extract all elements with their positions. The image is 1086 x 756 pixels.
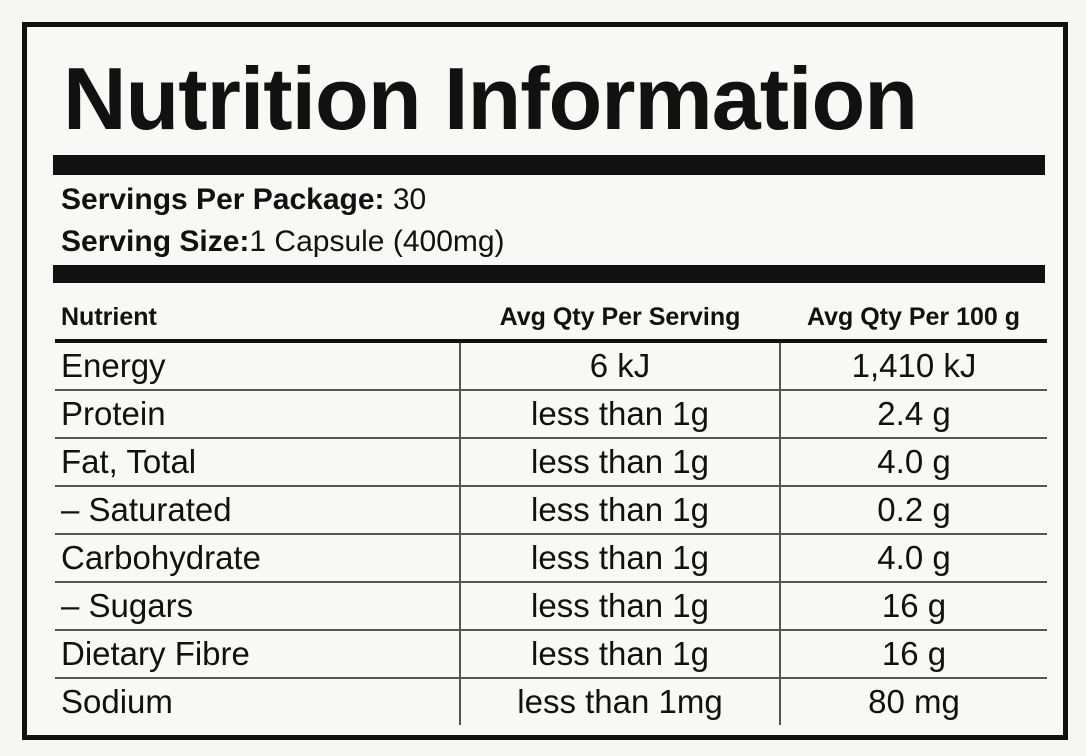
divider-bar	[53, 265, 1045, 283]
serving-size-value: 1 Capsule (400mg)	[249, 225, 505, 258]
table-cell: less than 1g	[459, 389, 780, 438]
table-cell: 0.2 g	[779, 485, 1047, 534]
servings-value: 30	[392, 183, 427, 216]
table-row: Dietary Fibre less than 1g 16 g	[55, 629, 1047, 678]
table-cell: 2.4 g	[779, 389, 1047, 438]
table-cell: 16 g	[779, 629, 1047, 678]
table-row: – Saturated less than 1g 0.2 g	[55, 485, 1047, 534]
table-cell: less than 1g	[459, 629, 780, 678]
table-cell: less than 1g	[459, 581, 780, 630]
table-cell: 16 g	[779, 581, 1047, 630]
table-cell: 4.0 g	[779, 437, 1047, 486]
serving-size-label: Serving Size:	[61, 225, 250, 258]
title: Nutrition Information	[63, 49, 918, 148]
table-cell: Dietary Fibre	[55, 629, 460, 678]
table-row: Fat, Total less than 1g 4.0 g	[55, 437, 1047, 486]
nutrition-table: Nutrient Avg Qty Per Serving Avg Qty Per 1…	[55, 295, 1047, 725]
table-cell: Energy	[61, 347, 166, 384]
table-cell: Carbohydrate	[55, 533, 460, 582]
table-cell: Sodium	[55, 677, 460, 725]
table-row: – Sugars less than 1g 16 g	[55, 581, 1047, 630]
table-cell: less than 1g	[459, 533, 780, 582]
serving-size-line: Serving Size:1 Capsule (400mg)	[61, 227, 505, 257]
servings-line: Servings Per Package: 30	[61, 185, 426, 215]
table-row: Sodium less than 1mg 80 mg	[55, 677, 1047, 725]
table-cell: 6 kJ	[459, 341, 780, 390]
divider-bar	[53, 155, 1045, 175]
table-cell: 1,410 kJ	[779, 341, 1047, 390]
table-cell: – Sugars	[55, 581, 460, 630]
table-row: Carbohydrate less than 1g 4.0 g	[55, 533, 1047, 582]
nutrition-label: Nutrition Information Servings Per Packa…	[22, 22, 1068, 740]
table-cell: Protein	[55, 389, 460, 438]
table-cell: 4.0 g	[779, 533, 1047, 582]
table-cell: less than 1g	[459, 437, 780, 486]
column-header: Avg Qty Per Serving	[460, 295, 780, 343]
table-cell: Fat, Total	[55, 437, 460, 486]
table-row: Energy 6 kJ 1,410 kJ	[55, 341, 1047, 390]
table-cell: less than 1g	[459, 485, 780, 534]
table-row: Protein less than 1g 2.4 g	[55, 389, 1047, 438]
table-cell: 80 mg	[779, 677, 1047, 725]
table-cell: less than 1mg	[459, 677, 780, 725]
table-cell: – Saturated	[55, 485, 460, 534]
column-header: Nutrient	[55, 295, 460, 343]
servings-label: Servings Per Package:	[61, 183, 385, 216]
header-row: Nutrient Avg Qty Per Serving Avg Qty Per 1…	[55, 295, 1047, 343]
column-header: Avg Qty Per 100 g	[780, 295, 1047, 343]
